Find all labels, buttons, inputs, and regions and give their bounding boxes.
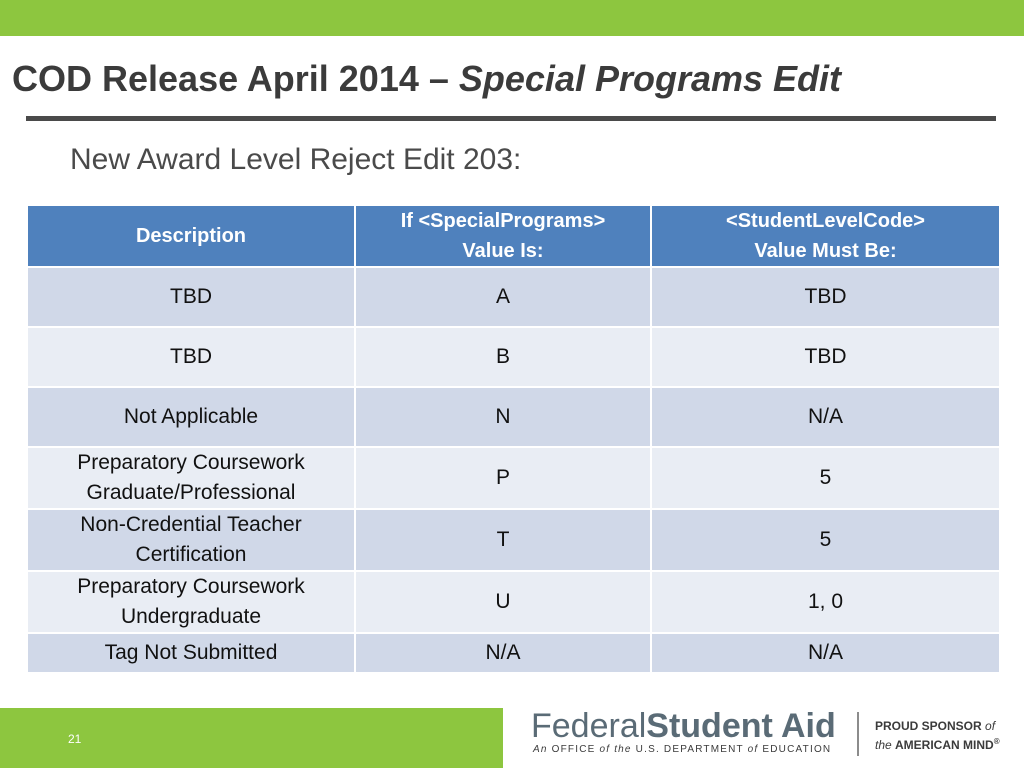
cell-description: Tag Not Submitted	[26, 632, 356, 674]
logo-tagline: An OFFICE of the U.S. DEPARTMENT of EDUC…	[533, 744, 831, 756]
sponsor-american-mind: AMERICAN MIND	[895, 738, 994, 752]
edit-table: Description If <SpecialPrograms> Value I…	[26, 204, 1001, 674]
description-line: Certification	[135, 543, 247, 566]
cell-value: A	[354, 266, 652, 328]
slide-title-italic: Special Programs Edit	[458, 58, 842, 99]
tagline-part: An	[533, 744, 552, 755]
logo-divider	[857, 712, 859, 756]
description-line: Preparatory Coursework	[77, 451, 305, 474]
tagline-part: OFFICE	[551, 744, 600, 755]
sponsor-line-1: PROUD SPONSOR of	[875, 718, 1000, 734]
cell-must-be: TBD	[650, 266, 1001, 328]
tagline-part: the	[614, 744, 636, 755]
sponsor-proud: PROUD SPONSOR	[875, 719, 986, 733]
slide-title: COD Release April 2014 – Special Program…	[12, 54, 1012, 104]
tagline-part: U.S. DEPARTMENT	[635, 744, 748, 755]
cell-must-be: 5	[650, 508, 1001, 572]
header-special-programs: If <SpecialPrograms> Value Is:	[354, 204, 652, 268]
cell-value: P	[354, 446, 652, 510]
sponsor-of: of	[985, 719, 996, 733]
logo-wordmark: FederalStudent Aid	[531, 706, 836, 746]
cell-value: N/A	[354, 632, 652, 674]
cell-value: N	[354, 386, 652, 448]
cell-description: Not Applicable	[26, 386, 356, 448]
cell-description: Preparatory Coursework Graduate/Professi…	[26, 446, 356, 510]
table-row: Non-Credential Teacher Certification T 5	[26, 508, 1001, 572]
table-row: TBD B TBD	[26, 326, 1001, 388]
sponsor-the: the	[875, 738, 896, 752]
bottom-accent-bar	[0, 708, 503, 768]
cell-must-be: TBD	[650, 326, 1001, 388]
top-accent-bar	[0, 0, 1024, 36]
sponsor-line-2: the AMERICAN MIND®	[875, 734, 1000, 753]
cell-must-be: 1, 0	[650, 570, 1001, 634]
cell-value: B	[354, 326, 652, 388]
cell-description: Non-Credential Teacher Certification	[26, 508, 356, 572]
header-student-level-line1: <StudentLevelCode>	[726, 210, 925, 232]
table-row: Preparatory Coursework Graduate/Professi…	[26, 446, 1001, 510]
header-special-programs-line2: Value Is:	[462, 240, 544, 262]
description-line: Preparatory Coursework	[77, 575, 305, 598]
table-row: Not Applicable N N/A	[26, 386, 1001, 448]
cell-description: Preparatory Coursework Undergraduate	[26, 570, 356, 634]
sponsor-text: PROUD SPONSOR of the AMERICAN MIND®	[875, 718, 1000, 753]
cell-must-be: 5	[650, 446, 1001, 510]
header-special-programs-line1: If <SpecialPrograms>	[400, 210, 606, 232]
cell-description: TBD	[26, 326, 356, 388]
description-line: Tag Not Submitted	[104, 641, 278, 664]
cell-must-be: N/A	[650, 386, 1001, 448]
table-header-row: Description If <SpecialPrograms> Value I…	[26, 204, 1001, 268]
logo-federal: Federal	[531, 707, 647, 745]
federal-student-aid-logo: FederalStudent Aid An OFFICE of the U.S.…	[531, 706, 1011, 762]
cell-must-be: N/A	[650, 632, 1001, 674]
registered-mark: ®	[993, 737, 1000, 746]
table-row: TBD A TBD	[26, 266, 1001, 328]
tagline-part: EDUCATION	[762, 744, 832, 755]
cell-value: U	[354, 570, 652, 634]
description-line: Undergraduate	[120, 605, 262, 628]
table-row: Preparatory Coursework Undergraduate U 1…	[26, 570, 1001, 634]
slide-number: 21	[68, 732, 82, 746]
slide-title-main: COD Release April 2014 –	[12, 58, 459, 99]
header-description: Description	[26, 204, 356, 268]
header-student-level-line2: Value Must Be:	[754, 240, 897, 262]
description-line: TBD	[170, 285, 212, 308]
header-description-label: Description	[135, 225, 247, 247]
description-line: TBD	[170, 345, 212, 368]
cell-description: TBD	[26, 266, 356, 328]
logo-student-aid: Student Aid	[646, 707, 836, 745]
table-row: Tag Not Submitted N/A N/A	[26, 632, 1001, 674]
tagline-part: of	[747, 744, 763, 755]
header-student-level-code: <StudentLevelCode> Value Must Be:	[650, 204, 1001, 268]
cell-value: T	[354, 508, 652, 572]
description-line: Not Applicable	[123, 405, 259, 428]
description-line: Non-Credential Teacher	[80, 513, 302, 536]
tagline-part: of	[599, 744, 615, 755]
description-line: Graduate/Professional	[86, 481, 296, 504]
slide-subtitle: New Award Level Reject Edit 203:	[70, 143, 522, 176]
title-divider	[26, 116, 996, 121]
